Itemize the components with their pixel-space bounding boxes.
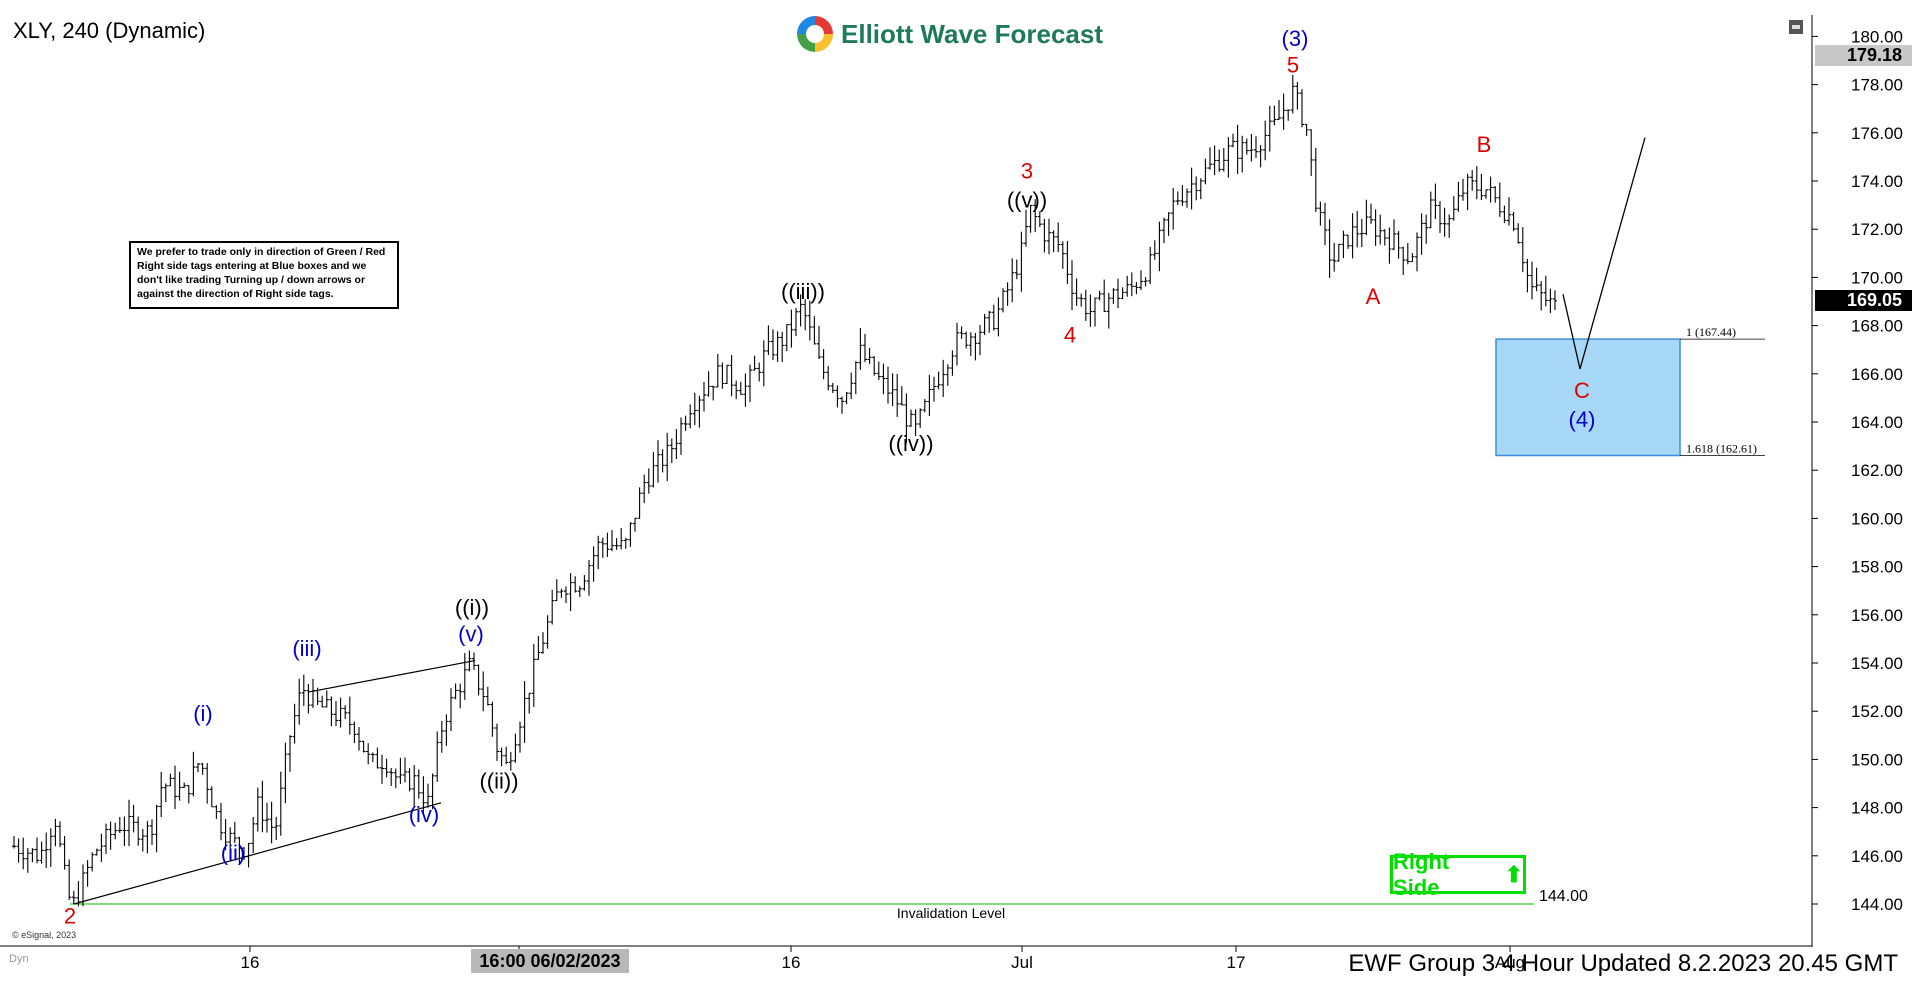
y-tick-label: 150.00 [1851, 750, 1903, 769]
wave-label: ((ii)) [479, 768, 518, 793]
dyn-label: Dyn [9, 953, 29, 965]
y-tick-label: 158.00 [1851, 558, 1903, 577]
up-arrow-icon: ⬆ [1504, 861, 1523, 887]
wave-label: (4) [1569, 407, 1596, 432]
y-tick-label: 156.00 [1851, 606, 1903, 625]
y-tick-label: 168.00 [1851, 317, 1903, 336]
box-bottom-label: 1.618 (162.61) [1686, 441, 1757, 455]
y-tick-label: 146.00 [1851, 847, 1903, 866]
wave-label: (ii) [221, 841, 245, 866]
wave-label: ((iv)) [888, 431, 933, 456]
wave-label: 2 [64, 903, 76, 928]
ohlc-bars [12, 74, 1557, 907]
y-tick-label: 154.00 [1851, 654, 1903, 673]
wave-label: (iv) [409, 802, 440, 827]
wave-label: ((v)) [1007, 188, 1047, 213]
y-tick-label: 162.00 [1851, 461, 1903, 480]
brand-logo: Elliott Wave Forecast [797, 14, 1103, 54]
y-tick-label: 160.00 [1851, 509, 1903, 528]
wave-label: (3) [1282, 26, 1309, 51]
wave-label: 4 [1064, 322, 1076, 347]
y-tick-label: 180.00 [1851, 27, 1903, 46]
y-tick-label: 176.00 [1851, 124, 1903, 143]
wave-label: B [1477, 132, 1492, 157]
y-tick-label: 174.00 [1851, 172, 1903, 191]
wave-lines [73, 137, 1646, 905]
y-tick-label: 148.00 [1851, 799, 1903, 818]
logo-text: Elliott Wave Forecast [841, 18, 1103, 49]
wave-label: ((iii)) [781, 279, 825, 304]
box-top-label: 1 (167.44) [1686, 325, 1736, 339]
diagonal-line [73, 802, 442, 905]
wave-label: (iii) [292, 636, 321, 661]
y-tick-label: 152.00 [1851, 702, 1903, 721]
wave-label: (i) [193, 701, 213, 726]
right-side-tag: Right Side ⬆ [1390, 849, 1526, 900]
x-tick-label: 17 [1227, 953, 1246, 972]
date-marker-label: 16:00 06/02/2023 [479, 951, 621, 971]
target-zone: 1 (167.44) 1.618 (162.61) 144.00 Invalidati… [70, 325, 1765, 921]
wave-label: C [1574, 378, 1590, 403]
blue-box [1495, 338, 1681, 457]
current-price-value: 179.18 [1846, 45, 1902, 65]
wave-label: 5 [1287, 53, 1299, 78]
y-tick-label: 170.00 [1851, 268, 1903, 287]
trading-note: We prefer to trade only in direction of … [129, 241, 399, 309]
x-axis-ticks: 16 16 Jul 17 Aug [241, 946, 1525, 972]
chart-title: XLY, 240 (Dynamic) [13, 18, 206, 43]
wave-labels: 2 (i) (ii) (iii) (iv) (v)((i)) ((ii)) ((iii)) ((… [64, 26, 1596, 928]
date-marker: 16:00 06/02/2023 [471, 949, 629, 973]
chart-settings-icon[interactable] [1789, 20, 1803, 34]
y-axis-ticks: 144.00 146.00 148.00 150.00 152.00 154.00 156.… [1812, 27, 1903, 914]
y-tick-label: 178.00 [1851, 76, 1903, 95]
y-tick-label: 172.00 [1851, 220, 1903, 239]
y-tick-label: 164.00 [1851, 413, 1903, 432]
last-price-tag: 169.05 [1815, 290, 1912, 311]
right-side-label: Right Side [1393, 848, 1450, 900]
diagonal-line [308, 660, 476, 693]
wave-label: (v) [458, 621, 484, 646]
y-tick-label: 166.00 [1851, 365, 1903, 384]
wave-label: 3 [1021, 159, 1033, 184]
projection-path [1562, 137, 1646, 370]
copyright: © eSignal, 2023 [12, 930, 77, 940]
invalidation-text: Invalidation Level [897, 905, 1005, 921]
invalidation-value: 144.00 [1539, 888, 1588, 905]
last-price-value: 169.05 [1846, 290, 1902, 310]
x-tick-label: Jul [1011, 953, 1033, 972]
footer-update: EWF Group 3 4 Hour Updated 8.2.2023 20.4… [1348, 950, 1898, 977]
y-tick-label: 144.00 [1851, 895, 1903, 914]
wave-label: A [1366, 284, 1381, 309]
wave-label: ((i)) [455, 595, 489, 620]
current-price-tag: 179.18 [1815, 45, 1912, 66]
x-tick-label: 16 [241, 953, 260, 972]
x-tick-label: Aug [1495, 953, 1525, 972]
x-tick-label: 16 [782, 953, 801, 972]
logo-icon [797, 16, 833, 52]
